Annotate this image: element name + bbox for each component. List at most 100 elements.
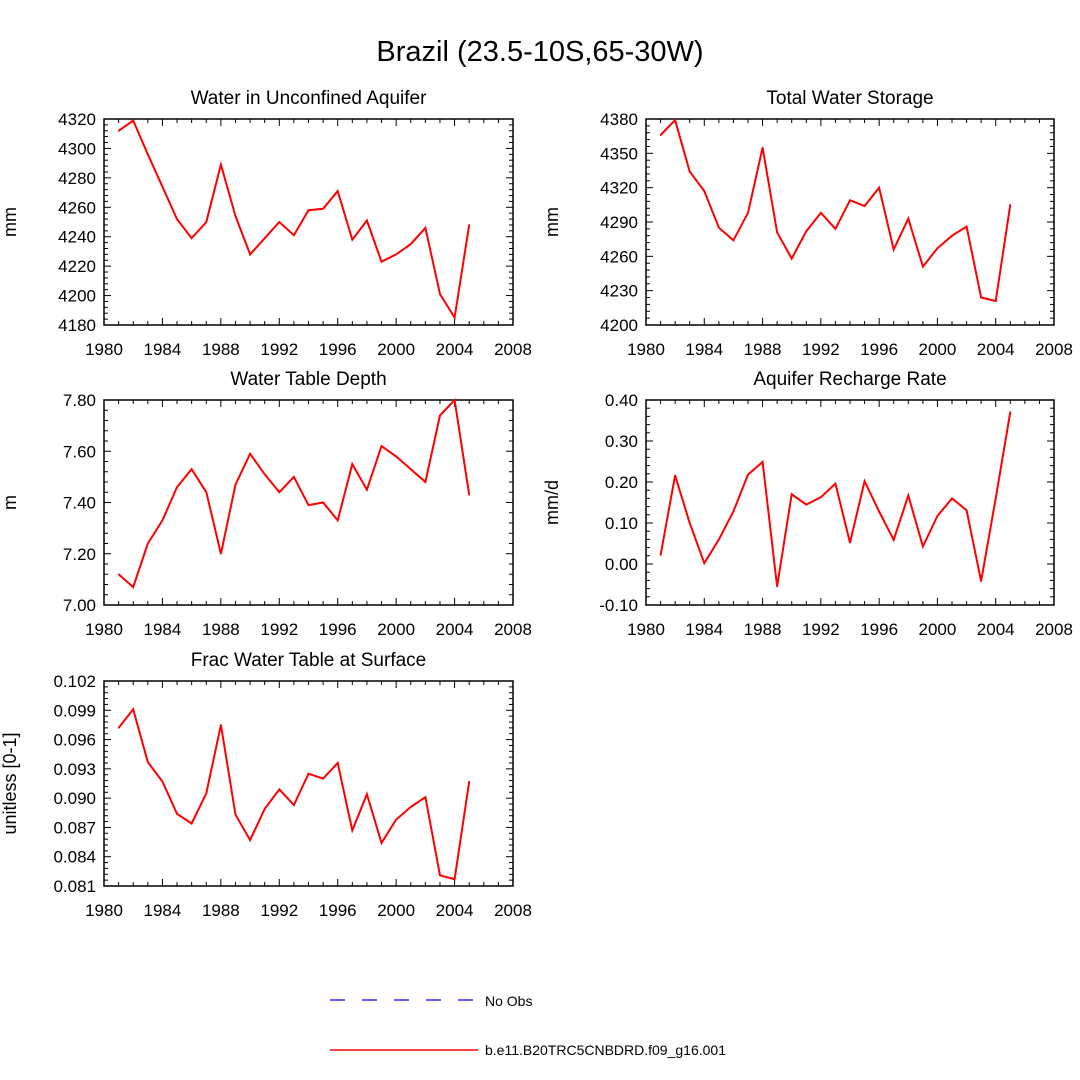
x-tick-label: 2008 (494, 901, 532, 920)
data-point (176, 218, 178, 220)
data-point (732, 510, 735, 513)
data-point (980, 580, 982, 583)
data-point (351, 463, 354, 465)
y-tick-label: 0.00 (605, 555, 638, 574)
y-tick-label: 4220 (58, 257, 96, 276)
data-point (424, 796, 427, 798)
data-point (936, 247, 939, 250)
x-tick-label: 2008 (494, 620, 532, 639)
data-point (263, 237, 266, 239)
data-point (249, 453, 251, 455)
x-tick-label: 1996 (319, 620, 357, 639)
data-point (892, 248, 895, 251)
y-tick-label: 7.00 (63, 596, 96, 615)
data-point (1009, 204, 1012, 206)
x-tick-label: 2000 (919, 620, 957, 639)
plot-frame (103, 680, 514, 887)
data-point (688, 170, 691, 173)
y-tick-label: 0.30 (605, 432, 638, 451)
data-point (161, 185, 164, 188)
y-tick-label: 0.20 (605, 473, 638, 492)
data-point (117, 573, 120, 576)
y-axis-label: mm (0, 207, 20, 237)
data-point (307, 209, 310, 212)
data-point (161, 780, 164, 783)
series-line (117, 707, 471, 881)
y-tick-label: 4240 (58, 228, 96, 247)
data-point (820, 212, 822, 214)
data-point (863, 480, 866, 482)
figure-title: Brazil (23.5-10S,65-30W) (376, 36, 704, 68)
y-tick-label: 4200 (58, 287, 96, 306)
data-point (907, 494, 910, 497)
x-tick-label: 1980 (85, 901, 123, 920)
data-point (190, 468, 193, 470)
x-tick-label: 1988 (202, 901, 240, 920)
data-point (994, 497, 997, 500)
data-point (205, 792, 208, 795)
x-tick-label: 1984 (144, 340, 182, 359)
data-point (468, 780, 470, 783)
data-point (278, 491, 281, 494)
data-point (220, 552, 222, 555)
data-point (409, 806, 412, 808)
x-tick-label: 1984 (685, 340, 723, 359)
x-tick-label: 2004 (436, 340, 474, 359)
data-point (951, 234, 953, 237)
data-point (424, 227, 427, 229)
data-point (351, 829, 354, 832)
data-point (293, 476, 295, 478)
y-tick-label: 0.087 (53, 818, 96, 837)
data-point (293, 804, 295, 806)
data-point (117, 129, 120, 132)
y-tick-label: -0.10 (599, 596, 638, 615)
y-tick-label: 4380 (600, 110, 638, 129)
chart-title: Aquifer Recharge Rate (753, 369, 946, 390)
data-point (366, 793, 368, 796)
y-tick-label: 0.40 (605, 391, 638, 410)
data-point (263, 808, 266, 810)
data-point (307, 504, 310, 506)
data-point (468, 224, 470, 226)
data-point (439, 414, 441, 417)
data-point (820, 496, 822, 498)
y-tick-label: 0.096 (53, 731, 96, 750)
data-point (761, 461, 764, 463)
data-point (176, 486, 178, 488)
data-point (922, 545, 924, 548)
data-point (951, 497, 953, 500)
data-point (205, 221, 208, 223)
x-tick-label: 1988 (202, 340, 240, 359)
data-point (278, 788, 281, 791)
data-point (718, 538, 720, 541)
x-tick-label: 1984 (685, 620, 723, 639)
y-tick-label: 7.80 (63, 391, 96, 410)
data-point (468, 494, 470, 496)
x-tick-label: 1992 (260, 620, 298, 639)
y-tick-label: 0.090 (53, 789, 96, 808)
x-tick-label: 2004 (436, 901, 474, 920)
x-tick-label: 1996 (319, 340, 357, 359)
data-point (878, 186, 880, 189)
data-point (322, 501, 324, 504)
y-tick-label: 4230 (600, 282, 638, 301)
y-tick-label: 4200 (600, 316, 638, 335)
x-tick-label: 1988 (202, 620, 240, 639)
x-tick-label: 1992 (802, 340, 840, 359)
x-tick-label: 1992 (260, 901, 298, 920)
data-point (293, 234, 295, 237)
data-point (366, 219, 368, 222)
data-point (380, 445, 383, 447)
data-point (132, 708, 135, 711)
data-point (980, 296, 982, 299)
data-point (395, 253, 397, 256)
data-point (922, 265, 924, 268)
y-tick-label: 4300 (58, 139, 96, 158)
y-tick-label: 4320 (600, 179, 638, 198)
data-point (395, 818, 397, 821)
data-point (776, 585, 778, 588)
x-tick-label: 2008 (1035, 620, 1073, 639)
data-point (790, 257, 793, 260)
